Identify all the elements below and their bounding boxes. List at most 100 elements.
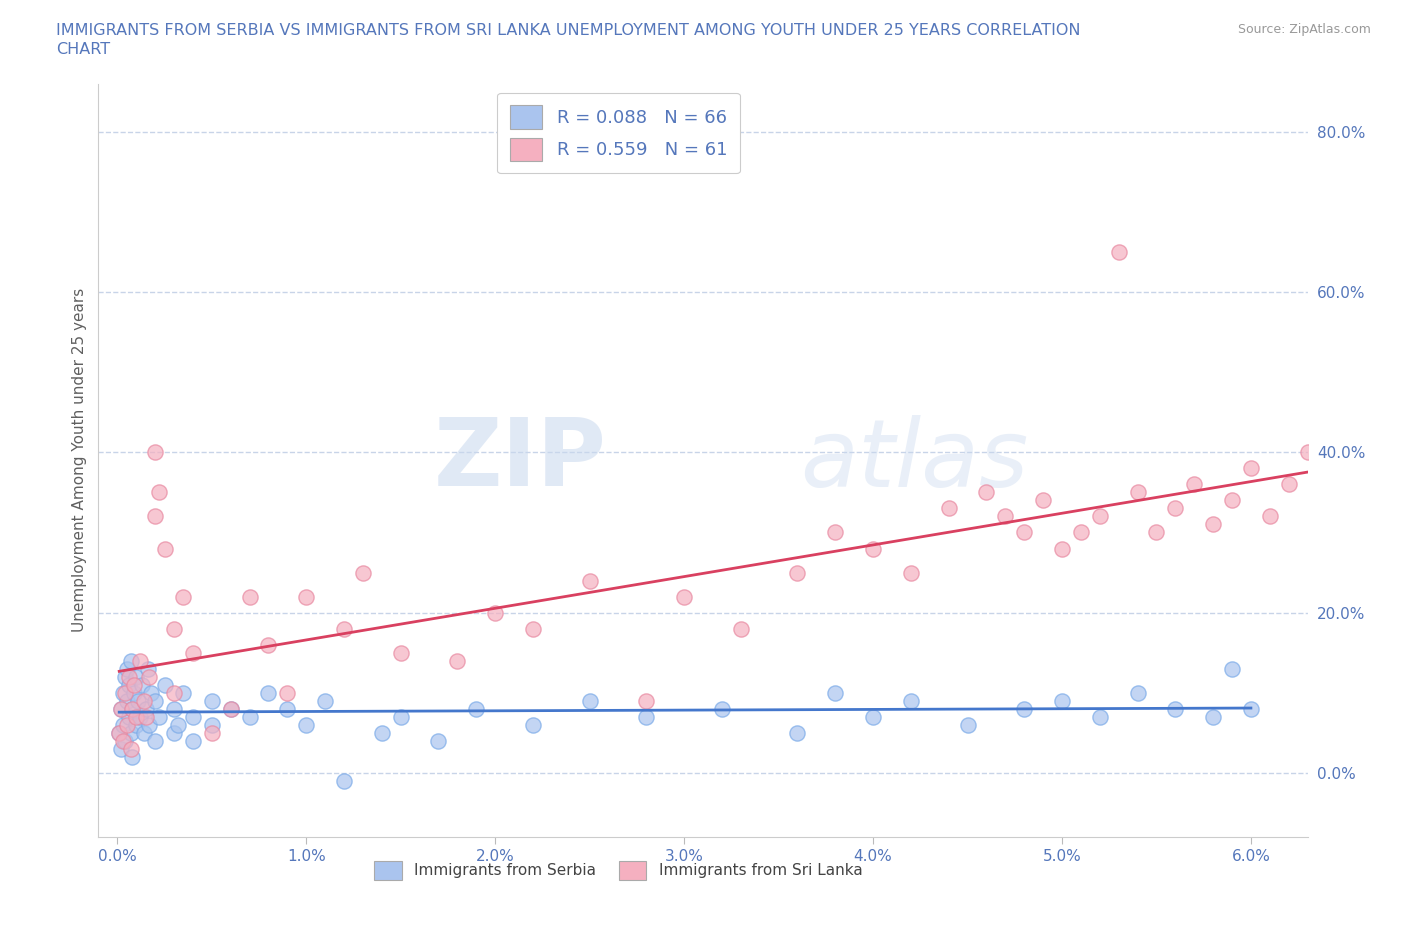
Point	[181, 734, 204, 749]
Point	[118, 710, 141, 724]
Point	[129, 653, 152, 668]
Point	[121, 750, 143, 764]
Point	[201, 694, 224, 709]
Point	[786, 725, 808, 740]
Point	[219, 701, 242, 716]
Point	[1278, 477, 1301, 492]
Point	[484, 605, 506, 620]
Point	[1032, 493, 1054, 508]
Point	[124, 685, 146, 700]
Point	[124, 677, 146, 692]
Point	[862, 541, 884, 556]
Point	[1088, 710, 1111, 724]
Point	[1012, 701, 1035, 716]
Point	[163, 725, 186, 740]
Point	[114, 670, 136, 684]
Point	[389, 645, 412, 660]
Point	[1240, 701, 1263, 716]
Point	[114, 734, 136, 749]
Point	[1126, 685, 1149, 700]
Point	[132, 694, 155, 709]
Point	[578, 573, 600, 588]
Text: ZIP: ZIP	[433, 415, 606, 506]
Point	[1050, 694, 1073, 709]
Point	[125, 717, 148, 732]
Point	[201, 725, 224, 740]
Point	[219, 701, 242, 716]
Point	[166, 717, 188, 732]
Point	[673, 589, 696, 604]
Point	[239, 710, 262, 724]
Point	[138, 717, 160, 732]
Point	[143, 734, 166, 749]
Point	[352, 565, 374, 580]
Point	[389, 710, 412, 724]
Point	[257, 685, 280, 700]
Point	[1088, 509, 1111, 524]
Point	[1202, 517, 1225, 532]
Point	[1296, 445, 1319, 459]
Point	[131, 677, 153, 692]
Point	[1164, 701, 1187, 716]
Point	[333, 774, 356, 789]
Point	[110, 741, 132, 756]
Point	[578, 694, 600, 709]
Point	[522, 621, 544, 636]
Point	[135, 701, 157, 716]
Point	[163, 685, 186, 700]
Point	[148, 710, 170, 724]
Point	[1202, 710, 1225, 724]
Point	[1070, 525, 1092, 540]
Point	[129, 710, 152, 724]
Point	[1108, 245, 1130, 259]
Point	[172, 589, 194, 604]
Point	[956, 717, 979, 732]
Point	[427, 734, 450, 749]
Point	[108, 725, 131, 740]
Point	[522, 717, 544, 732]
Y-axis label: Unemployment Among Youth under 25 years: Unemployment Among Youth under 25 years	[72, 288, 87, 632]
Point	[862, 710, 884, 724]
Point	[1126, 485, 1149, 499]
Point	[446, 653, 468, 668]
Point	[118, 670, 141, 684]
Point	[118, 677, 141, 692]
Point	[994, 509, 1017, 524]
Point	[115, 694, 138, 709]
Point	[371, 725, 394, 740]
Point	[824, 685, 846, 700]
Point	[636, 710, 658, 724]
Point	[111, 734, 134, 749]
Point	[115, 717, 138, 732]
Point	[730, 621, 752, 636]
Point	[114, 685, 136, 700]
Point	[900, 565, 922, 580]
Point	[181, 645, 204, 660]
Point	[295, 717, 318, 732]
Point	[115, 661, 138, 676]
Point	[120, 725, 142, 740]
Point	[110, 701, 132, 716]
Point	[295, 589, 318, 604]
Point	[108, 725, 131, 740]
Point	[900, 694, 922, 709]
Point	[276, 685, 298, 700]
Point	[143, 694, 166, 709]
Point	[786, 565, 808, 580]
Point	[143, 509, 166, 524]
Point	[1050, 541, 1073, 556]
Point	[136, 661, 159, 676]
Point	[1012, 525, 1035, 540]
Point	[110, 701, 132, 716]
Point	[201, 717, 224, 732]
Point	[153, 677, 176, 692]
Point	[1220, 661, 1243, 676]
Point	[1182, 477, 1205, 492]
Point	[148, 485, 170, 499]
Point	[111, 717, 134, 732]
Point	[1258, 509, 1281, 524]
Text: atlas: atlas	[800, 415, 1028, 506]
Point	[1240, 461, 1263, 476]
Point	[314, 694, 336, 709]
Point	[141, 685, 163, 700]
